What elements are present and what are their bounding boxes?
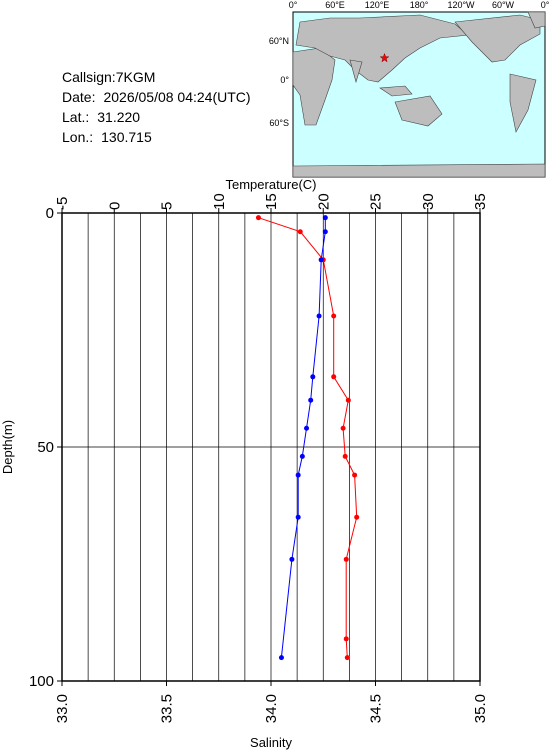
profile-point <box>295 514 301 520</box>
map-lon-label: 120°W <box>447 0 475 10</box>
profile-line <box>280 217 326 658</box>
x2-tick-label: 35.0 <box>472 694 489 723</box>
profile-point <box>316 313 322 319</box>
info-value: 2026/05/08 04:24(UTC) <box>103 89 250 105</box>
profile-point <box>343 636 349 642</box>
map-lon-label: 120°E <box>365 0 390 10</box>
map-land <box>292 11 546 178</box>
profile-point <box>342 453 348 459</box>
profile-point <box>331 313 337 319</box>
map-lat-label: 60°N <box>269 36 289 46</box>
x-tick-label: 5 <box>159 202 176 210</box>
info-label: Lon.: <box>62 129 93 145</box>
profile-point <box>322 229 328 235</box>
x2-tick-label: 33.5 <box>159 694 176 723</box>
profile-point <box>354 514 360 520</box>
x-tick-label: 25 <box>368 193 385 210</box>
station-marker <box>379 52 390 63</box>
x-tick-label: 15 <box>263 193 280 210</box>
map-lon-label: 60°W <box>492 0 515 10</box>
profile-line <box>258 217 358 658</box>
x2-tick-label: 34.5 <box>368 694 385 723</box>
profile-point <box>352 472 358 478</box>
x-tick-label: 20 <box>315 193 332 210</box>
x-axis-title: Temperature(C) <box>225 177 316 192</box>
info-value: 130.715 <box>101 129 152 145</box>
y-tick-label: 50 <box>37 439 54 456</box>
profile-point <box>340 425 346 431</box>
profile-point <box>318 257 324 263</box>
info-label: Lat.: <box>62 109 89 125</box>
profile-point <box>308 397 314 403</box>
profile-point <box>304 425 310 431</box>
profile-point <box>345 397 351 403</box>
profile-point <box>343 556 349 562</box>
profile-point <box>255 215 261 221</box>
station-info: Callsign:7KGM Date: 2026/05/08 04:24(UTC) L… <box>62 69 251 145</box>
y-tick-label: 100 <box>29 673 54 690</box>
map-lon-label: 0° <box>541 0 550 10</box>
info-value: 31.220 <box>97 109 140 125</box>
x2-tick-label: 34.0 <box>263 694 280 723</box>
x-tick-label: 35 <box>472 193 489 210</box>
map-lon-label: 180° <box>410 0 429 10</box>
map-lat-label: 60°S <box>269 118 289 128</box>
y-tick-label: 0 <box>46 205 54 222</box>
map-lon-label: 60°E <box>325 0 345 10</box>
profile-point <box>297 229 303 235</box>
x-tick-label: 10 <box>211 193 228 210</box>
y-axis-title: Depth(m) <box>0 420 15 474</box>
profile-point <box>322 215 328 221</box>
map-lon-label: 0° <box>289 0 298 10</box>
map-lat-label: 0° <box>280 75 289 85</box>
x2-axis-title: Salinity <box>250 735 292 750</box>
profile-point <box>289 556 295 562</box>
x2-tick-label: 33.0 <box>54 694 71 723</box>
info-label: Date: <box>62 89 95 105</box>
profile-point <box>310 374 316 380</box>
profile-point <box>331 374 337 380</box>
x-tick-label: 30 <box>420 193 437 210</box>
info-label: Callsign:7KGM <box>62 69 155 85</box>
profile-point <box>299 453 305 459</box>
x-tick-label: 0 <box>106 202 123 210</box>
profile-point <box>295 472 301 478</box>
profile-point <box>278 655 284 661</box>
map: 0° 60°E 120°E 180° 120°W 60°W 0° 60°N 0° 60°S <box>269 0 550 178</box>
profile-point <box>344 655 350 661</box>
x-tick-label: -5 <box>54 197 71 210</box>
